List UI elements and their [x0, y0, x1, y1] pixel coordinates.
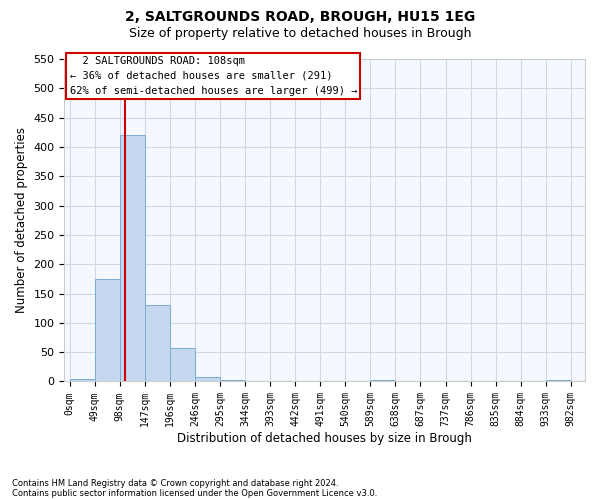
Bar [119, 134, 145, 382]
Text: Contains HM Land Registry data © Crown copyright and database right 2024.: Contains HM Land Registry data © Crown c… [12, 478, 338, 488]
Bar [546, 380, 571, 382]
Y-axis label: Number of detached properties: Number of detached properties [15, 127, 28, 313]
Bar [170, 348, 194, 382]
Bar [145, 304, 170, 382]
Text: Contains public sector information licensed under the Open Government Licence v3: Contains public sector information licen… [12, 488, 377, 498]
Text: Size of property relative to detached houses in Brough: Size of property relative to detached ho… [129, 28, 471, 40]
Bar [245, 381, 270, 382]
Text: 2, SALTGROUNDS ROAD, BROUGH, HU15 1EG: 2, SALTGROUNDS ROAD, BROUGH, HU15 1EG [125, 10, 475, 24]
X-axis label: Distribution of detached houses by size in Brough: Distribution of detached houses by size … [177, 432, 472, 445]
Bar [220, 380, 245, 382]
Bar [195, 378, 220, 382]
Bar [95, 280, 119, 382]
Bar [370, 380, 395, 382]
Bar [70, 379, 95, 382]
Text: 2 SALTGROUNDS ROAD: 108sqm  
← 36% of detached houses are smaller (291)
62% of s: 2 SALTGROUNDS ROAD: 108sqm ← 36% of deta… [70, 56, 357, 96]
